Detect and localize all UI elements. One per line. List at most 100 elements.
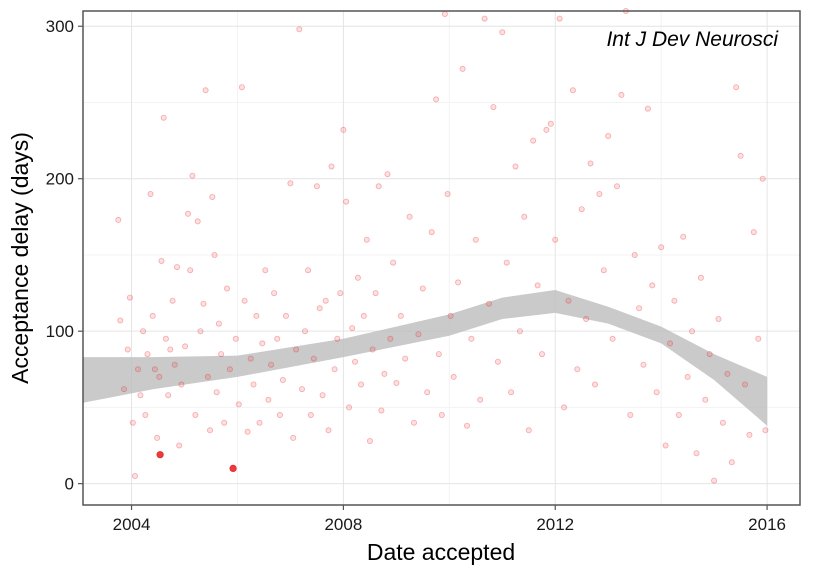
data-point: [360, 312, 367, 319]
data-point: [636, 305, 643, 312]
data-point: [627, 411, 634, 418]
data-point: [693, 450, 700, 457]
data-point: [117, 317, 124, 324]
grid-lines: [83, 11, 800, 505]
data-point: [393, 379, 400, 386]
data-point: [162, 335, 169, 342]
data-point: [463, 422, 470, 429]
data-point: [213, 389, 220, 396]
data-point: [481, 15, 488, 22]
data-point: [351, 358, 358, 365]
data-point: [596, 190, 603, 197]
data-point: [384, 171, 391, 178]
data-point: [587, 160, 594, 167]
x-axis-title: Date accepted: [367, 539, 515, 565]
data-point: [530, 137, 537, 144]
data-point: [305, 267, 312, 274]
data-point: [614, 183, 621, 190]
data-point: [381, 370, 388, 377]
x-tick-label: 2012: [536, 515, 574, 534]
data-point: [592, 381, 599, 388]
x-tick-label: 2008: [324, 515, 362, 534]
data-point: [631, 251, 638, 258]
data-point: [298, 386, 305, 393]
data-point: [178, 381, 185, 388]
data-point: [503, 259, 510, 266]
data-point: [697, 274, 704, 281]
data-point: [140, 328, 147, 335]
data-point: [147, 190, 154, 197]
data-point: [424, 389, 431, 396]
data-point: [539, 351, 546, 358]
data-point: [402, 355, 409, 362]
data-point: [209, 193, 216, 200]
data-point: [494, 358, 501, 365]
data-point: [658, 244, 665, 251]
data-point: [189, 172, 196, 179]
data-point: [561, 404, 568, 411]
data-point: [307, 411, 314, 418]
data-point: [357, 381, 364, 388]
data-point: [197, 328, 204, 335]
data-point: [649, 282, 656, 289]
data-point: [293, 346, 300, 353]
data-point: [662, 442, 669, 449]
data-point: [142, 411, 149, 418]
data-point: [253, 312, 260, 319]
data-point: [372, 290, 379, 297]
y-axis-title: Acceptance delay (days): [7, 132, 33, 384]
data-point: [521, 213, 528, 220]
data-point: [516, 328, 523, 335]
data-point: [375, 183, 382, 190]
data-point: [556, 15, 563, 22]
data-point: [250, 381, 257, 388]
axes: 0 100 200 300 2004 2008 2012 2016: [46, 17, 786, 534]
data-point: [455, 279, 462, 286]
data-point: [137, 392, 144, 399]
data-point: [131, 472, 138, 479]
data-point: [410, 419, 417, 426]
data-point: [215, 320, 222, 327]
data-point: [447, 312, 454, 319]
data-point: [121, 386, 128, 393]
data-point: [274, 335, 281, 342]
data-point: [512, 163, 519, 170]
data-point: [325, 427, 332, 434]
data-point: [583, 315, 590, 322]
data-point: [565, 297, 572, 304]
y-tick-label: 100: [46, 322, 74, 341]
data-point: [194, 218, 201, 225]
data-point: [290, 434, 297, 441]
data-point: [737, 152, 744, 159]
data-point: [160, 114, 167, 121]
data-point: [363, 236, 370, 243]
data-point: [223, 285, 230, 292]
data-point: [689, 328, 696, 335]
data-point: [167, 346, 174, 353]
data-point: [173, 264, 180, 271]
x-tick-label: 2016: [748, 515, 786, 534]
data-point: [115, 216, 122, 223]
data-point: [742, 381, 749, 388]
data-point: [192, 411, 199, 418]
data-point: [715, 315, 722, 322]
data-point-highlighted: [229, 464, 237, 472]
data-point: [534, 282, 541, 289]
data-point: [719, 419, 726, 426]
data-point: [472, 236, 479, 243]
data-point: [171, 361, 178, 368]
data-point: [485, 300, 492, 307]
data-point: [640, 361, 647, 368]
data-point: [296, 26, 303, 33]
data-point: [156, 373, 163, 380]
data-point: [762, 427, 769, 434]
data-point: [126, 294, 133, 301]
data-point: [265, 396, 272, 403]
data-point: [184, 210, 191, 217]
journal-annotation: Int J Dev Neurosci: [606, 28, 779, 51]
data-point: [349, 325, 356, 332]
data-point: [221, 419, 228, 426]
y-tick-label: 200: [46, 170, 74, 189]
data-point: [211, 251, 218, 258]
